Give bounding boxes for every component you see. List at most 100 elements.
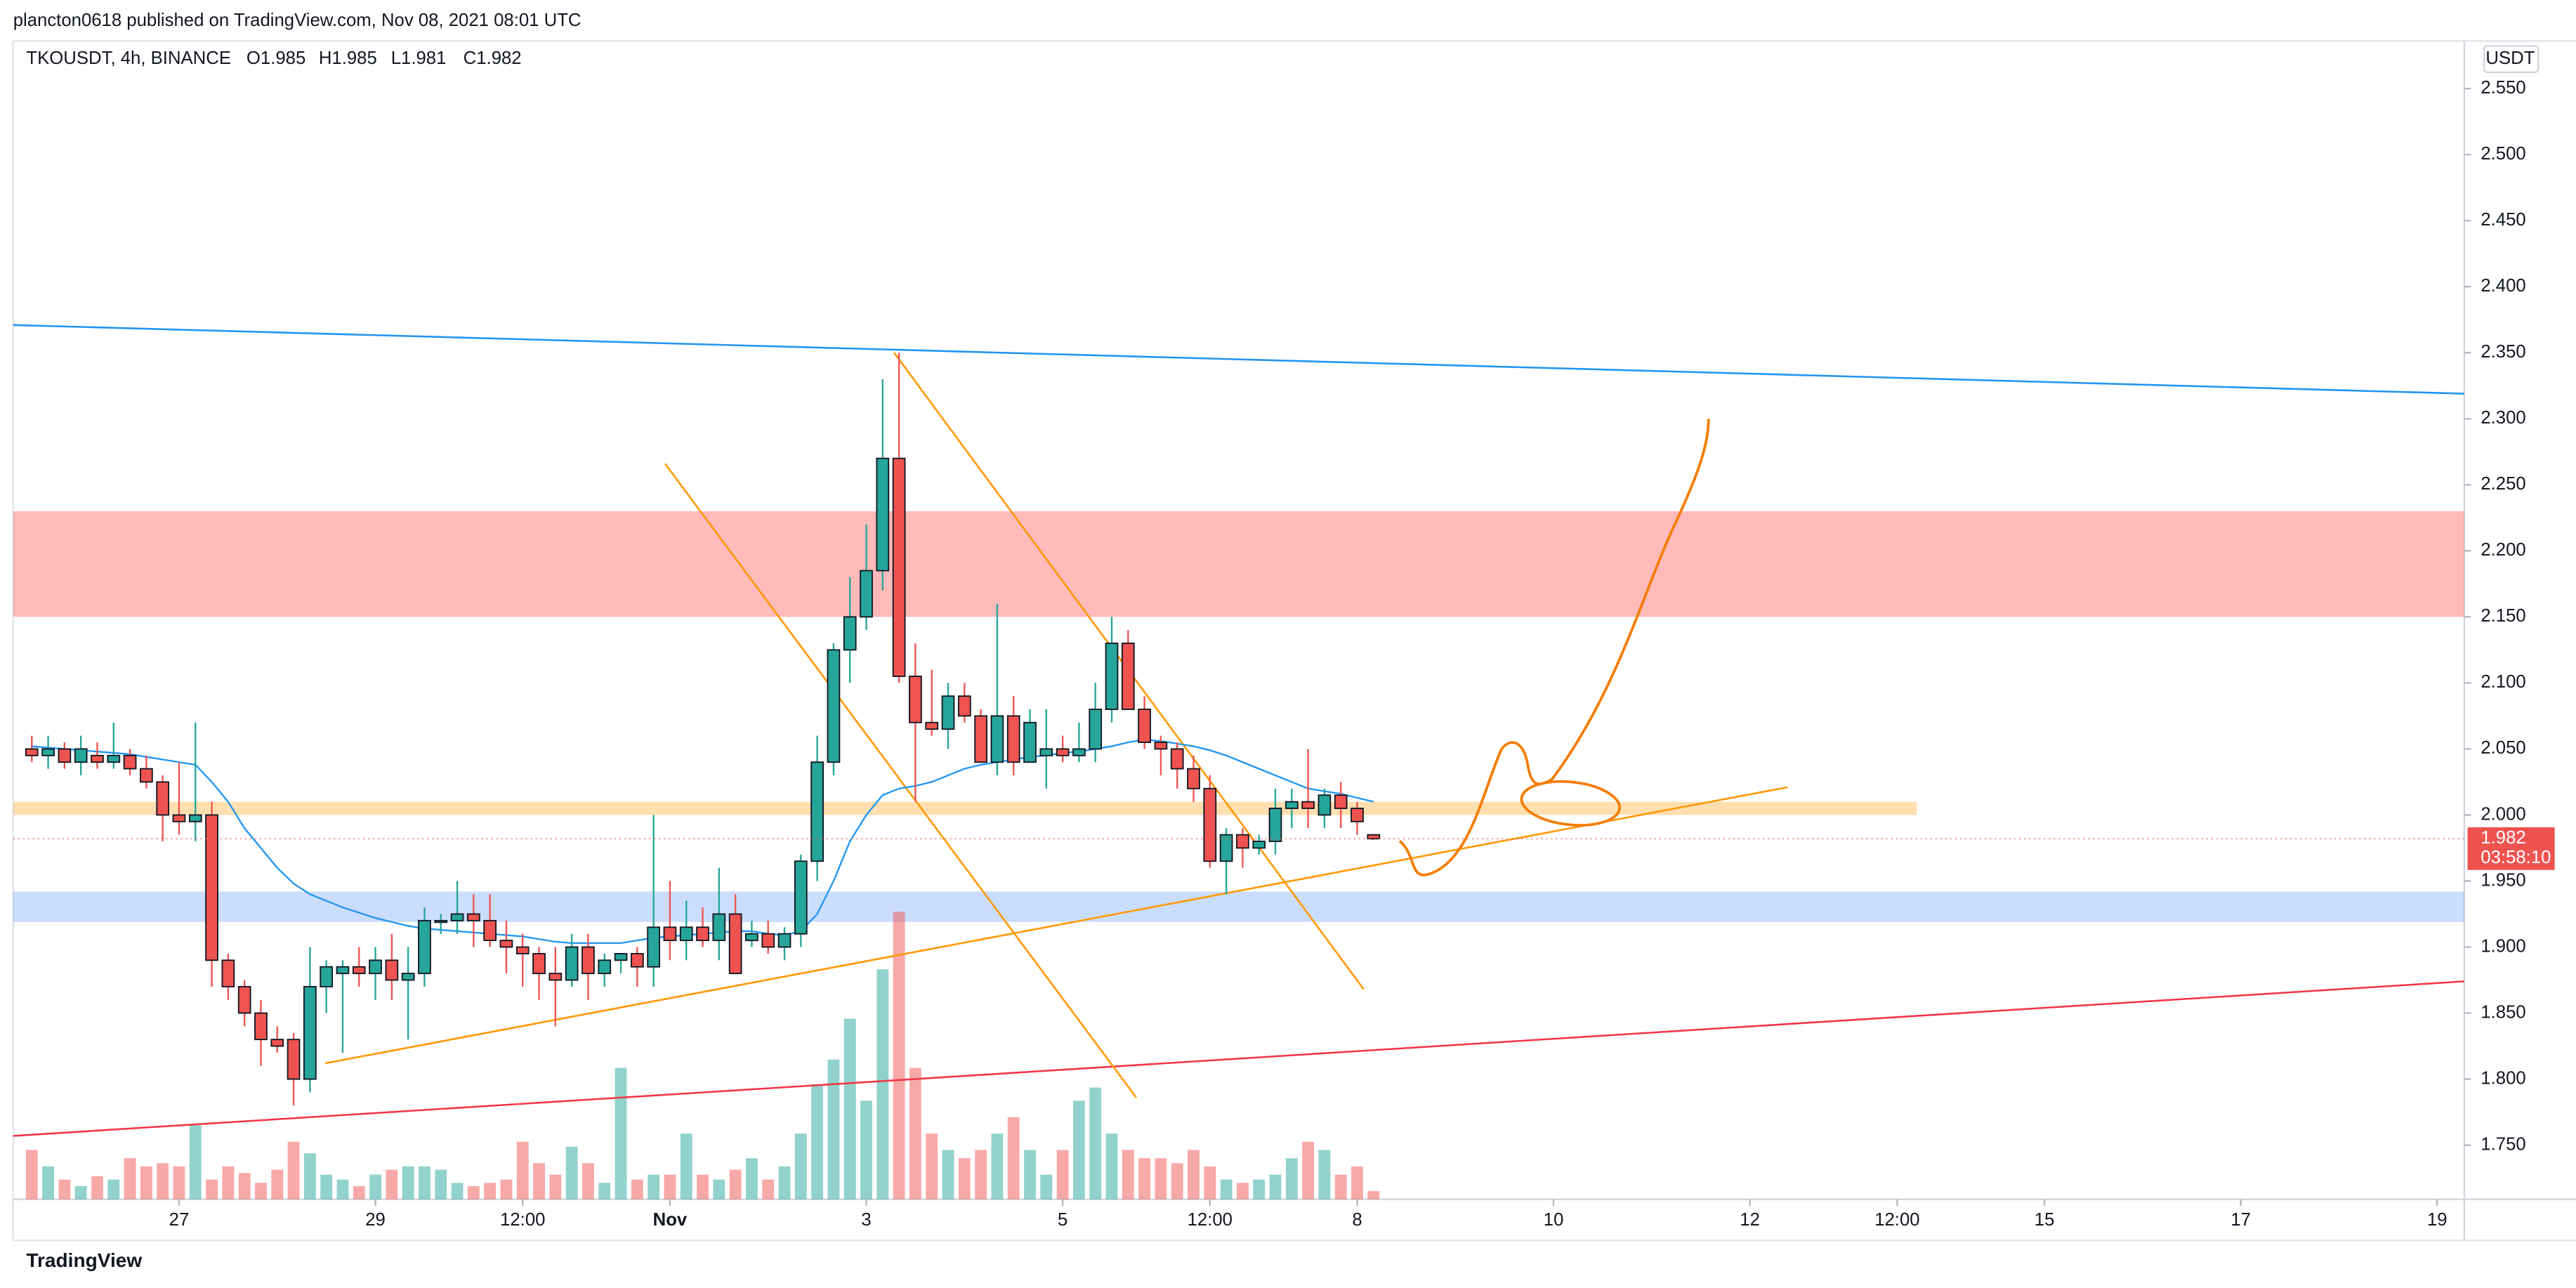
volume-bar bbox=[435, 1169, 447, 1200]
candle-body bbox=[254, 1012, 268, 1041]
volume-bar bbox=[1122, 1150, 1134, 1200]
volume-bar bbox=[615, 1067, 627, 1200]
last-price-box bbox=[2467, 827, 2555, 870]
trend-line bbox=[325, 786, 1788, 1065]
volume-bar bbox=[1236, 1183, 1249, 1200]
candle-body bbox=[630, 952, 644, 968]
candle-body bbox=[1219, 834, 1233, 862]
y-tick-label: 2.050 bbox=[2480, 738, 2525, 758]
candle-body bbox=[1170, 748, 1184, 770]
candle-body bbox=[1023, 721, 1037, 763]
candle-body bbox=[156, 781, 170, 816]
volume-bar bbox=[369, 1174, 381, 1200]
volume-bar bbox=[1040, 1174, 1053, 1200]
volume-bar bbox=[843, 1018, 856, 1200]
ohlc-label: O1.985 bbox=[247, 48, 305, 68]
freehand-drawing bbox=[1398, 419, 1710, 876]
publish-info: plancton0618 published on TradingView.co… bbox=[13, 11, 581, 30]
candle-body bbox=[515, 946, 530, 954]
x-tick-label: 12:00 bbox=[500, 1210, 545, 1230]
candle-body bbox=[352, 966, 366, 975]
volume-bar bbox=[942, 1150, 954, 1200]
volume-bar bbox=[1105, 1133, 1118, 1200]
candle-body bbox=[25, 748, 39, 756]
x-tick-label: 8 bbox=[1352, 1210, 1362, 1230]
candle-body bbox=[188, 814, 202, 822]
volume-bar bbox=[1269, 1174, 1282, 1200]
candle-body bbox=[450, 913, 464, 921]
volume-bar bbox=[500, 1179, 513, 1200]
volume-bar bbox=[1089, 1087, 1102, 1200]
candle-body bbox=[745, 933, 758, 942]
candle-body bbox=[1089, 709, 1103, 750]
footer-brand: TradingView bbox=[26, 1249, 142, 1271]
candle-body bbox=[614, 952, 628, 961]
candle-body bbox=[663, 926, 677, 942]
candle-body bbox=[598, 959, 612, 975]
volume-bar bbox=[533, 1163, 545, 1200]
candle-body bbox=[91, 754, 104, 763]
candle-body bbox=[1252, 841, 1266, 849]
candle-body bbox=[761, 933, 775, 948]
currency: USDT bbox=[2485, 48, 2535, 68]
trend-line bbox=[13, 980, 2465, 1137]
candle-body bbox=[990, 715, 1004, 763]
volume-bar bbox=[860, 1100, 872, 1200]
candle-body bbox=[1236, 834, 1249, 849]
volume-bar bbox=[582, 1163, 594, 1200]
candle-body bbox=[1105, 643, 1119, 710]
trend-line bbox=[664, 463, 1138, 1098]
volume-bar bbox=[58, 1179, 71, 1200]
volume-bar bbox=[516, 1141, 529, 1200]
x-tick-label: 12:00 bbox=[1874, 1210, 1919, 1230]
volume-bar bbox=[271, 1169, 284, 1200]
volume-bar bbox=[1204, 1166, 1216, 1200]
x-tick-label: 17 bbox=[2230, 1210, 2251, 1230]
x-tick-label: 5 bbox=[1058, 1210, 1067, 1230]
volume-bar bbox=[124, 1158, 136, 1200]
volume-bar bbox=[827, 1059, 840, 1200]
symbol: TKOUSDT, 4h, BINANCE bbox=[26, 48, 231, 68]
volume-bar bbox=[893, 912, 905, 1200]
x-tick-label: 27 bbox=[169, 1210, 190, 1230]
volume-bar bbox=[729, 1169, 742, 1200]
volume-bar bbox=[1188, 1150, 1200, 1200]
candle-body bbox=[909, 676, 922, 723]
volume-bar bbox=[697, 1174, 709, 1200]
candle-body bbox=[1317, 794, 1332, 816]
volume-bar bbox=[746, 1158, 758, 1200]
volume-bar bbox=[909, 1067, 921, 1200]
volume-bar bbox=[648, 1174, 660, 1200]
y-tick-label: 1.900 bbox=[2480, 936, 2525, 956]
candle-body bbox=[1187, 768, 1200, 789]
candle-body bbox=[1138, 709, 1151, 743]
candle-body bbox=[237, 985, 251, 1014]
volume-bar bbox=[484, 1183, 497, 1200]
volume-bar bbox=[1073, 1100, 1085, 1200]
volume-bar bbox=[1155, 1158, 1167, 1200]
candle-body bbox=[1284, 801, 1299, 809]
candle-body bbox=[270, 1039, 284, 1047]
candle-body bbox=[1154, 742, 1168, 750]
candle-body bbox=[221, 959, 235, 987]
ohlc-label: L1.981 bbox=[391, 48, 447, 68]
volume-bar bbox=[353, 1185, 365, 1200]
volume-bar bbox=[1285, 1158, 1298, 1200]
candle-body bbox=[172, 814, 186, 822]
candle-body bbox=[107, 754, 121, 763]
ohlc-label: H1.985 bbox=[319, 48, 377, 68]
candle-body bbox=[843, 616, 857, 651]
volume-bar bbox=[320, 1174, 333, 1200]
candle-body bbox=[140, 768, 153, 783]
candle-body bbox=[1268, 808, 1282, 842]
volume-bar bbox=[451, 1183, 464, 1200]
plot-area bbox=[13, 324, 2465, 1200]
y-tick-label: 2.550 bbox=[2480, 78, 2525, 98]
candle-body bbox=[1334, 794, 1348, 809]
y-tick-label: 2.350 bbox=[2480, 342, 2525, 362]
candle-body bbox=[1072, 748, 1086, 756]
candle-body bbox=[401, 973, 415, 981]
